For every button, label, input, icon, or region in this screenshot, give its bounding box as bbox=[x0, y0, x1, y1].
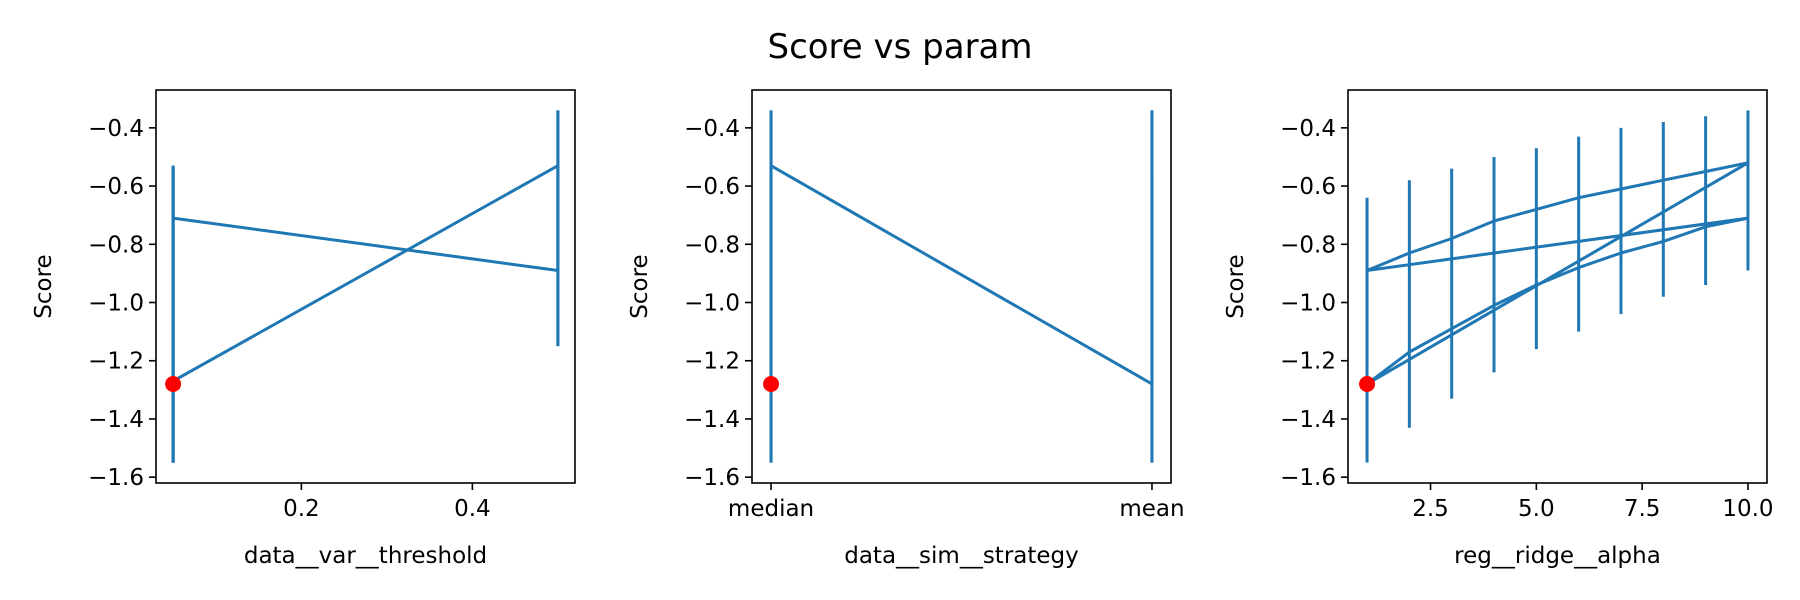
axes-frame bbox=[155, 89, 576, 484]
series-line bbox=[1366, 216, 1749, 272]
y-tick-label: −1.2 bbox=[684, 349, 740, 375]
y-tick-label: −0.4 bbox=[88, 116, 144, 142]
y-axis-label: Score bbox=[1223, 254, 1249, 318]
series-line bbox=[1366, 161, 1749, 272]
best-point-marker bbox=[1359, 376, 1376, 393]
y-axis-label: Score bbox=[627, 254, 653, 318]
y-tick-label: −1.2 bbox=[88, 349, 144, 375]
x-tick-label: median bbox=[728, 496, 814, 522]
y-tick-label: −0.4 bbox=[684, 116, 740, 142]
x-axis-label: data__sim__strategy bbox=[844, 543, 1079, 569]
x-tick-label: 0.4 bbox=[454, 496, 491, 522]
series-group bbox=[171, 110, 560, 463]
axes-frame bbox=[751, 89, 1172, 484]
best-point-marker bbox=[763, 376, 780, 393]
series-group bbox=[769, 110, 1154, 463]
series-line bbox=[171, 164, 560, 384]
y-tick-label: −0.6 bbox=[88, 174, 144, 200]
y-tick-label: −0.4 bbox=[1280, 116, 1336, 142]
y-tick-label: −1.4 bbox=[684, 407, 740, 433]
x-axis-label: data__var__threshold bbox=[244, 543, 487, 569]
x-axis-label: reg__ridge__alpha bbox=[1454, 543, 1661, 569]
axes-frame bbox=[1347, 89, 1768, 484]
panel-sim-strategy: data__sim__strategy Score median mean −1.6… bbox=[627, 89, 1185, 569]
y-tick-label: −1.0 bbox=[1280, 291, 1336, 317]
y-tick-label: −1.0 bbox=[684, 291, 740, 317]
x-tick-label: 10.0 bbox=[1722, 496, 1773, 522]
y-tick-label: −0.6 bbox=[684, 174, 740, 200]
y-tick-label: −1.4 bbox=[1280, 407, 1336, 433]
series-line bbox=[1366, 216, 1749, 386]
x-tick-label: 7.5 bbox=[1624, 496, 1661, 522]
y-axis-label: Score bbox=[31, 254, 57, 318]
y-tick-label: −0.6 bbox=[1280, 174, 1336, 200]
panel-var-threshold: data__var__threshold Score 0.2 0.4 −1.6 −1.… bbox=[31, 89, 576, 569]
series-line bbox=[1366, 161, 1749, 386]
y-tick-label: −1.4 bbox=[88, 407, 144, 433]
panel-ridge-alpha: reg__ridge__alpha Score 2.5 5.0 7.5 10.0 −1.… bbox=[1223, 89, 1774, 569]
y-tick-label: −1.6 bbox=[1280, 465, 1336, 491]
best-point-marker bbox=[165, 376, 182, 393]
series-line bbox=[769, 164, 1154, 386]
y-tick-label: −1.6 bbox=[684, 465, 740, 491]
y-tick-label: −1.0 bbox=[88, 291, 144, 317]
y-tick-label: −1.6 bbox=[88, 465, 144, 491]
series-group bbox=[1365, 110, 1750, 463]
figure-title: Score vs param bbox=[767, 27, 1032, 67]
x-tick-label: 5.0 bbox=[1518, 496, 1555, 522]
y-tick-label: −0.8 bbox=[684, 232, 740, 258]
y-tick-label: −0.8 bbox=[88, 232, 144, 258]
x-tick-label: 2.5 bbox=[1412, 496, 1449, 522]
x-tick-label: mean bbox=[1119, 496, 1184, 522]
x-tick-label: 0.2 bbox=[283, 496, 320, 522]
y-tick-label: −1.2 bbox=[1280, 349, 1336, 375]
y-tick-label: −0.8 bbox=[1280, 232, 1336, 258]
